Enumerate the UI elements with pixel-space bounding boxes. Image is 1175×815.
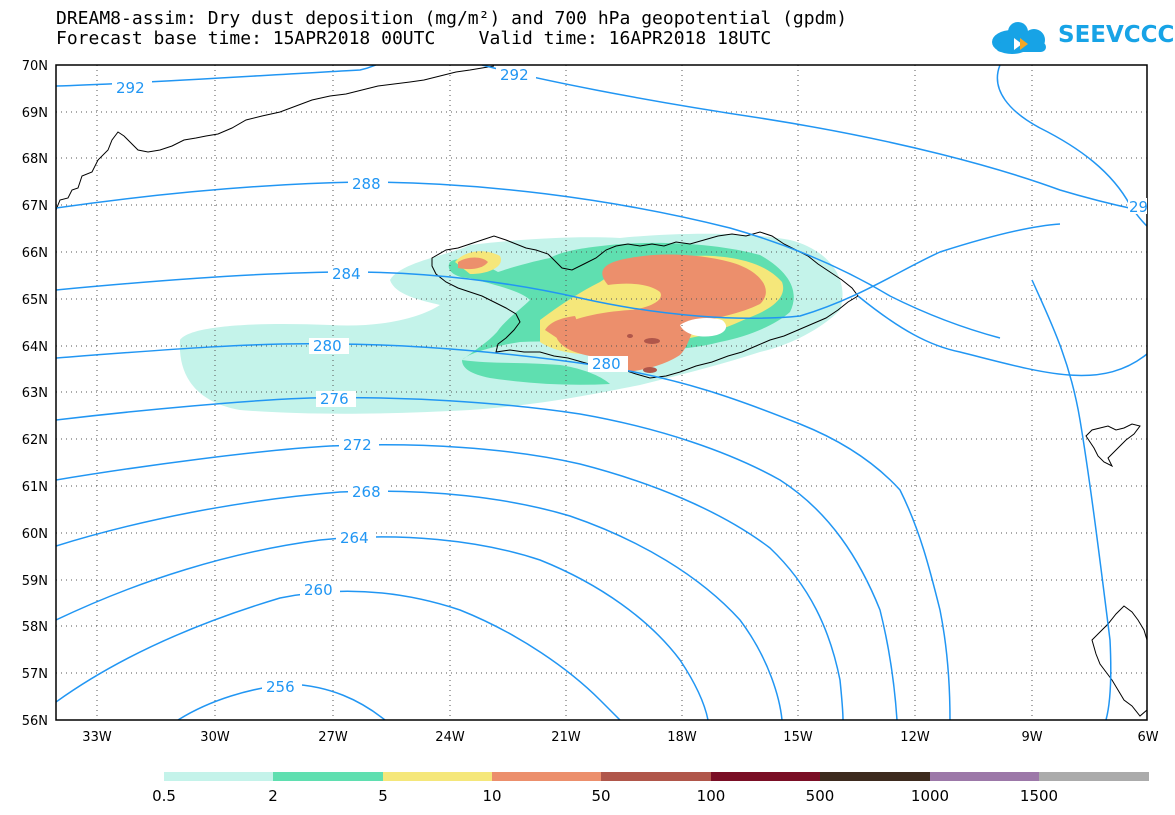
- lon-label: 9W: [1021, 730, 1042, 745]
- contour-label: 292: [500, 66, 529, 84]
- lat-label: 59N: [22, 574, 48, 589]
- contour-292: [56, 65, 377, 87]
- lon-label: 6W: [1137, 730, 1158, 745]
- contour-label: 280: [313, 337, 342, 355]
- lat-label: 68N: [22, 152, 48, 167]
- contour-29-east: [996, 65, 1147, 227]
- legend-swatch: [383, 772, 493, 781]
- lat-label: 63N: [22, 386, 48, 401]
- contour-east-9w: [1031, 279, 1112, 720]
- contour-label: 272: [343, 436, 372, 454]
- legend-swatch: [492, 772, 602, 781]
- legend-swatch: [820, 772, 930, 781]
- legend-swatch: [601, 772, 711, 781]
- map-frame: [55, 64, 1148, 721]
- contour-label: 288: [352, 175, 381, 193]
- scotland-coast: [1091, 605, 1147, 717]
- contour-272: [56, 444, 844, 720]
- legend-swatch: [164, 772, 274, 781]
- contour-labels: 292 292 288 284 280 280 276 272 268 264 …: [112, 66, 1148, 696]
- legend-label: 10: [482, 787, 501, 805]
- legend-swatch: [930, 772, 1040, 781]
- longitude-labels: 33W 30W 27W 24W 21W 18W 15W 12W 9W 6W: [82, 730, 1158, 745]
- lat-label: 70N: [22, 59, 48, 74]
- legend-swatch: [1039, 772, 1149, 781]
- coastlines: [56, 65, 1147, 717]
- contour-276: [56, 396, 898, 720]
- logo-text: SEEVCCC: [1058, 22, 1175, 48]
- forecast-times: Forecast base time: 15APR2018 00UTC Vali…: [56, 28, 772, 49]
- lat-label: 66N: [22, 246, 48, 261]
- legend-label: 50: [591, 787, 610, 805]
- faroe-coast: [1085, 423, 1141, 468]
- legend-label: 5: [378, 787, 388, 805]
- lat-label: 58N: [22, 620, 48, 635]
- geopotential-contours: [56, 65, 1147, 720]
- contour-label: 276: [320, 390, 349, 408]
- contour-260: [56, 590, 621, 720]
- lon-label: 21W: [551, 730, 581, 745]
- legend-label: 1000: [911, 787, 949, 805]
- grid-lines: [56, 65, 1147, 720]
- greenland-coast: [56, 65, 495, 211]
- contour-264: [56, 536, 709, 720]
- lat-label: 61N: [22, 480, 48, 495]
- lat-label: 57N: [22, 667, 48, 682]
- lat-label: 60N: [22, 527, 48, 542]
- latitude-labels: 70N 69N 68N 67N 66N 65N 64N 63N 62N 61N …: [22, 59, 48, 729]
- legend-swatch: [273, 772, 383, 781]
- contour-label: 292: [116, 79, 145, 97]
- lon-label: 15W: [783, 730, 813, 745]
- contour-label: 29: [1129, 198, 1148, 216]
- legend-label: 1500: [1020, 787, 1058, 805]
- color-legend: 0.5 2 5 10 50 100 500 1000 1500: [152, 772, 1149, 805]
- legend-label: 2: [268, 787, 278, 805]
- cloud-logo-icon: [992, 22, 1046, 54]
- contour-label: 284: [332, 265, 361, 283]
- lon-label: 30W: [200, 730, 230, 745]
- contour-284-east: [857, 295, 1147, 377]
- lon-label: 24W: [435, 730, 465, 745]
- contour-label: 256: [266, 678, 295, 696]
- contour-288: [56, 181, 1001, 339]
- lon-label: 12W: [900, 730, 930, 745]
- legend-label: 100: [697, 787, 726, 805]
- contour-268: [56, 490, 783, 720]
- legend-label: 500: [806, 787, 835, 805]
- contour-label: 264: [340, 529, 369, 547]
- lat-label: 69N: [22, 106, 48, 121]
- contour-292-north: [481, 65, 1147, 213]
- contour-label: 268: [352, 483, 381, 501]
- legend-label: 0.5: [152, 787, 176, 805]
- contour-label: 280: [592, 355, 621, 373]
- legend-swatch: [711, 772, 821, 781]
- dust-shading-high: [458, 254, 766, 372]
- map-title: DREAM8-assim: Dry dust deposition (mg/m²…: [56, 8, 848, 29]
- lat-label: 65N: [22, 293, 48, 308]
- contour-label: 260: [304, 581, 333, 599]
- contour-280: [56, 342, 951, 720]
- lon-label: 18W: [667, 730, 697, 745]
- lat-label: 62N: [22, 433, 48, 448]
- iceland-coast: [431, 231, 859, 379]
- lat-label: 67N: [22, 199, 48, 214]
- dust-shading-very-high: [627, 334, 660, 373]
- lon-label: 27W: [318, 730, 348, 745]
- lat-label: 56N: [22, 714, 48, 729]
- contour-284: [56, 223, 1061, 319]
- lat-label: 64N: [22, 340, 48, 355]
- lon-label: 33W: [82, 730, 112, 745]
